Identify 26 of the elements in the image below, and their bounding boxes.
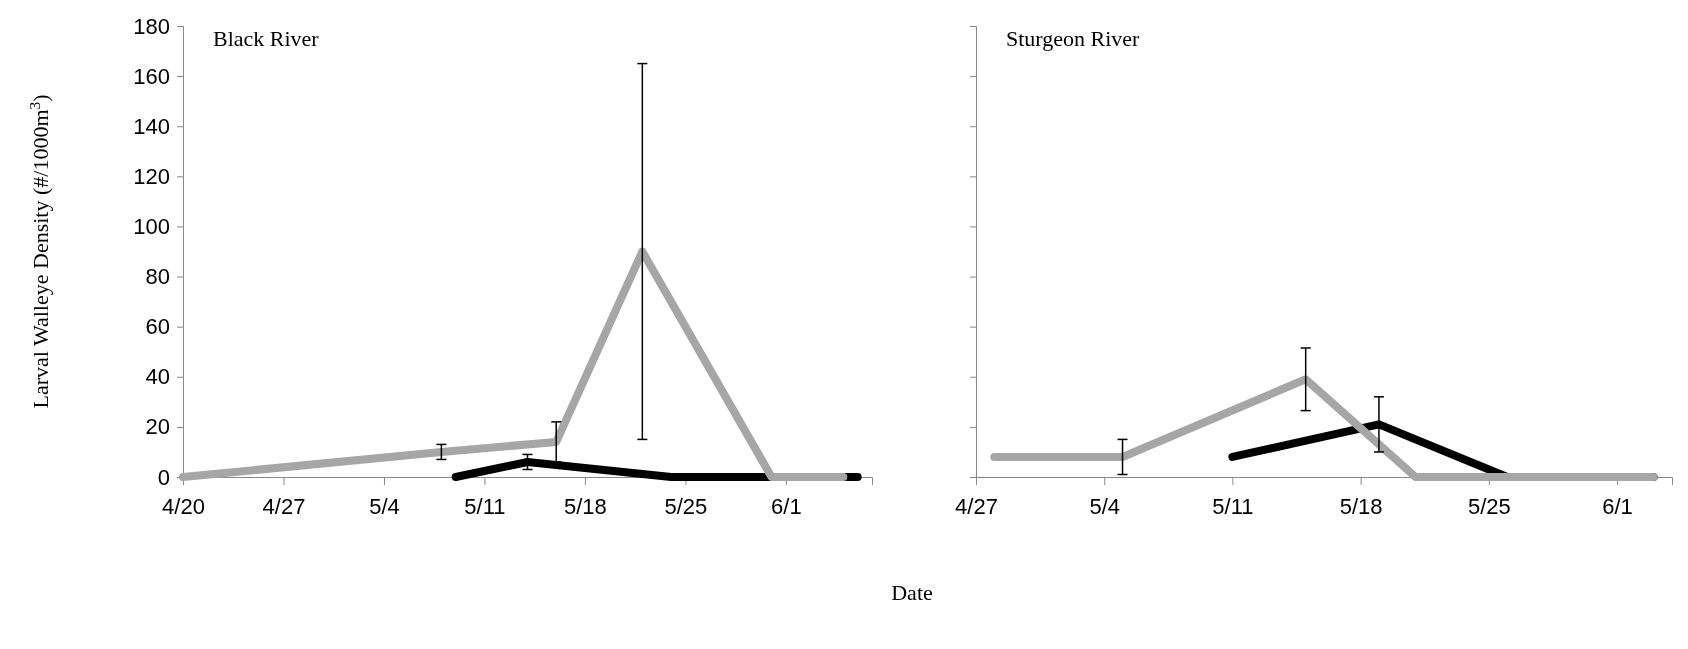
y-tick-label: 100 xyxy=(133,213,170,239)
x-tick-label: 5/25 xyxy=(1467,494,1511,520)
chart-title: Black River xyxy=(213,26,320,51)
x-tick-label: 6/1 xyxy=(1602,494,1633,520)
x-tick-label: 4/20 xyxy=(162,494,205,520)
y-tick-label: 0 xyxy=(157,464,170,490)
y-tick-label: 20 xyxy=(145,414,170,440)
x-tick-label: 5/4 xyxy=(369,494,400,520)
x-tick-label: 4/27 xyxy=(262,494,306,520)
chart-title: Sturgeon River xyxy=(1006,26,1141,51)
y-tick-label: 120 xyxy=(133,163,170,189)
x-tick-label: 6/1 xyxy=(771,494,802,520)
x-tick-label: 5/18 xyxy=(1339,494,1383,520)
y-tick-label: 160 xyxy=(133,63,170,89)
y-tick-label: 140 xyxy=(133,113,170,139)
x-tick-label: 5/11 xyxy=(464,494,506,520)
y-tick-label: 180 xyxy=(133,13,170,39)
x-tick-label: 5/25 xyxy=(664,494,708,520)
x-tick-label: 4/27 xyxy=(955,494,998,520)
x-tick-label: 5/18 xyxy=(564,494,607,520)
y-tick-label: 60 xyxy=(145,314,170,340)
x-tick-label: 5/4 xyxy=(1089,494,1121,520)
y-tick-label: 40 xyxy=(145,364,170,390)
x-tick-label: 5/11 xyxy=(1212,494,1254,520)
y-tick-label: 80 xyxy=(145,264,170,290)
x-axis-title: Date xyxy=(891,580,933,605)
